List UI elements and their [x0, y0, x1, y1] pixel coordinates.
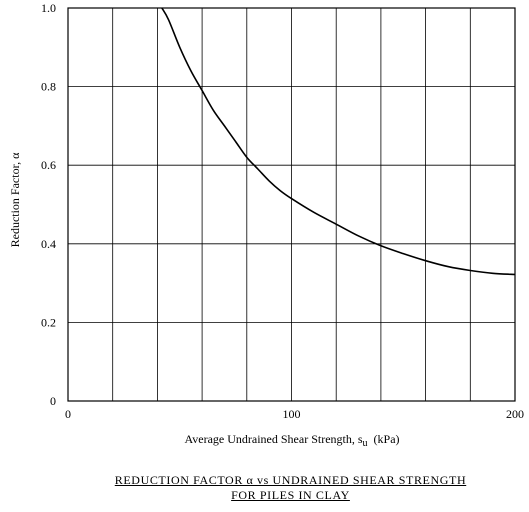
caption-line-1: REDUCTION FACTOR α vs UNDRAINED SHEAR ST… [114, 473, 467, 487]
caption-line-2: FOR PILES IN CLAY [231, 488, 350, 502]
grid [68, 8, 515, 401]
y-axis-label: Reduction Factor, α [8, 152, 22, 248]
x-tick-label: 200 [506, 407, 524, 421]
y-tick-label: 0.8 [41, 80, 56, 94]
x-tick-label: 0 [65, 407, 71, 421]
y-tick-label: 0.2 [41, 315, 56, 329]
y-tick-label: 0.4 [41, 237, 56, 251]
x-tick-labels: 0 100 200 [65, 407, 524, 421]
plot-frame [67, 7, 516, 402]
reduction-factor-curve [161, 7, 516, 276]
x-axis-label-subscript: u [363, 438, 368, 449]
y-tick-label: 0.6 [41, 158, 56, 172]
x-axis-label-text: Average Undrained Shear Strength, s [184, 432, 362, 446]
y-tick-label: 1.0 [41, 1, 56, 15]
x-axis-label-unit: (kPa) [374, 432, 400, 446]
y-tick-labels: 0 0.2 0.4 0.6 0.8 1.0 [41, 1, 56, 408]
x-axis-label: Average Undrained Shear Strength, su (kPa… [184, 432, 399, 449]
x-tick-label: 100 [283, 407, 301, 421]
y-tick-label: 0 [50, 394, 56, 408]
